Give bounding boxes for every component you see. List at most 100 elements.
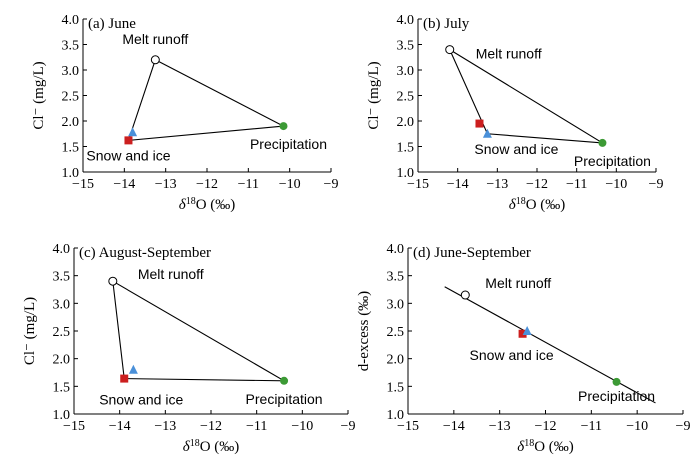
x-tick-label: −15 <box>397 419 419 434</box>
y-tick-label: 3.5 <box>397 39 415 54</box>
x-tick-label: −10 <box>626 419 648 434</box>
x-tick-label: −13 <box>154 419 176 434</box>
ice-point <box>522 326 532 335</box>
x-tick-label: −9 <box>649 177 664 192</box>
x-tick-label: −10 <box>605 177 627 192</box>
y-tick-label: 2.5 <box>387 325 405 340</box>
precipitation-point <box>279 122 288 131</box>
y-tick-label: 1.0 <box>53 408 71 423</box>
x-tick-label: −14 <box>447 177 469 192</box>
y-tick-label: 1.5 <box>397 141 415 156</box>
x-tick-label: −11 <box>246 419 267 434</box>
snow-point <box>475 119 484 128</box>
y-tick-label: 3.0 <box>387 297 405 312</box>
y-tick-label: 1.5 <box>387 380 405 395</box>
x-tick-label: −10 <box>279 177 301 192</box>
trend-line <box>444 286 656 404</box>
chart-panel-1: 1.0 1.5 2.0 2.5 3.0 3.5 4.0 −15 −14 −13 −12 −11 −10 −… <box>31 13 338 213</box>
y-tick-label: 2.0 <box>387 353 405 368</box>
x-tick-label: −10 <box>291 419 313 434</box>
panel-title: (c) August-September <box>79 245 211 261</box>
x-tick-label: −13 <box>489 419 511 434</box>
precipitation-point <box>612 377 621 386</box>
x-tick-label: −15 <box>407 177 429 192</box>
point-label: Melt runoff <box>138 266 204 282</box>
x-tick-label: −9 <box>324 177 339 192</box>
chart-panel-3: 1.0 1.5 2.0 2.5 3.0 3.5 4.0 −15 −14 −13 −12 −11 −10 −… <box>22 242 355 455</box>
snow-point <box>518 329 527 338</box>
point-label: Melt runoff <box>476 46 542 62</box>
x-axis-title: δ18O (‰) <box>509 196 566 214</box>
chart-panel-2: 1.0 1.5 2.0 2.5 3.0 3.5 4.0 −15 −14 −13 −12 −11 −10 −… <box>366 13 663 213</box>
x-tick-label: −13 <box>486 177 508 192</box>
point-label: Snow and ice <box>470 347 554 363</box>
y-tick-label: 1.0 <box>62 166 80 181</box>
ice-point <box>482 128 492 138</box>
y-tick-label: 1.5 <box>62 141 80 156</box>
x-tick-label: −14 <box>113 177 135 192</box>
y-axis-title: Cl⁻ (mg/L) <box>366 61 382 129</box>
y-tick-label: 3.0 <box>53 297 71 312</box>
point-label: Melt runoff <box>485 275 551 291</box>
y-tick-label: 4.0 <box>387 242 405 257</box>
snow-point <box>120 374 129 383</box>
snow-point <box>124 136 133 145</box>
x-tick-label: −15 <box>72 177 94 192</box>
y-tick-label: 1.5 <box>53 380 71 395</box>
panel-title: (b) July <box>423 16 470 32</box>
x-tick-label: −11 <box>238 177 259 192</box>
x-axis-title: δ18O (‰) <box>183 438 240 456</box>
ice-point <box>128 364 138 374</box>
precipitation-point <box>280 376 289 385</box>
y-axis-title: Cl⁻ (mg/L) <box>31 61 47 129</box>
y-tick-label: 3.0 <box>397 64 415 79</box>
y-tick-label: 1.0 <box>397 166 415 181</box>
y-tick-label: 3.5 <box>62 39 80 54</box>
point-label: Precipitation <box>250 136 327 152</box>
point-label: Snow and ice <box>86 147 170 163</box>
point-label: Precipitation <box>246 391 323 407</box>
x-tick-label: −12 <box>200 419 222 434</box>
y-tick-label: 1.0 <box>387 408 405 423</box>
mixing-triangle <box>127 59 286 142</box>
x-tick-label: −14 <box>109 419 131 434</box>
y-axis-title: d-excess (‰) <box>356 291 372 371</box>
x-tick-label: −12 <box>535 419 557 434</box>
x-tick-label: −12 <box>526 177 548 192</box>
y-tick-label: 2.5 <box>53 325 71 340</box>
y-axis-title: Cl⁻ (mg/L) <box>22 297 38 365</box>
y-tick-label: 4.0 <box>397 13 415 28</box>
ice-point <box>128 127 138 137</box>
mixing-triangle <box>448 48 603 144</box>
y-tick-label: 2.0 <box>53 353 71 368</box>
mixing-triangle <box>112 280 287 382</box>
x-tick-label: −11 <box>581 419 602 434</box>
x-tick-label: −11 <box>566 177 587 192</box>
y-tick-label: 4.0 <box>62 13 80 28</box>
x-axis-title: δ18O (‰) <box>517 438 574 456</box>
point-label: Melt runoff <box>122 31 188 47</box>
x-tick-label: −12 <box>196 177 218 192</box>
x-tick-label: −15 <box>63 419 85 434</box>
y-tick-label: 2.0 <box>62 115 80 130</box>
chart-panel-4: 1.0 1.5 2.0 2.5 3.0 3.5 4.0 −15 −14 −13 −12 −11 −10 −… <box>356 242 690 455</box>
y-tick-label: 2.5 <box>62 90 80 105</box>
y-tick-label: 3.5 <box>387 270 405 285</box>
melt-runoff-point <box>445 45 455 55</box>
y-tick-label: 4.0 <box>53 242 71 257</box>
point-label: Snow and ice <box>474 141 558 157</box>
panel-title: (d) June-September <box>413 245 531 261</box>
melt-runoff-point <box>150 55 160 65</box>
y-tick-label: 2.0 <box>397 115 415 130</box>
melt-runoff-point <box>460 290 470 300</box>
x-tick-label: −14 <box>443 419 465 434</box>
y-tick-label: 2.5 <box>397 90 415 105</box>
y-tick-label: 3.5 <box>53 270 71 285</box>
point-label: Snow and ice <box>99 392 183 408</box>
x-tick-label: −9 <box>676 419 691 434</box>
precipitation-point <box>598 138 607 147</box>
melt-runoff-point <box>108 276 118 286</box>
panel-title: (a) June <box>88 16 136 32</box>
x-tick-label: −9 <box>341 419 356 434</box>
